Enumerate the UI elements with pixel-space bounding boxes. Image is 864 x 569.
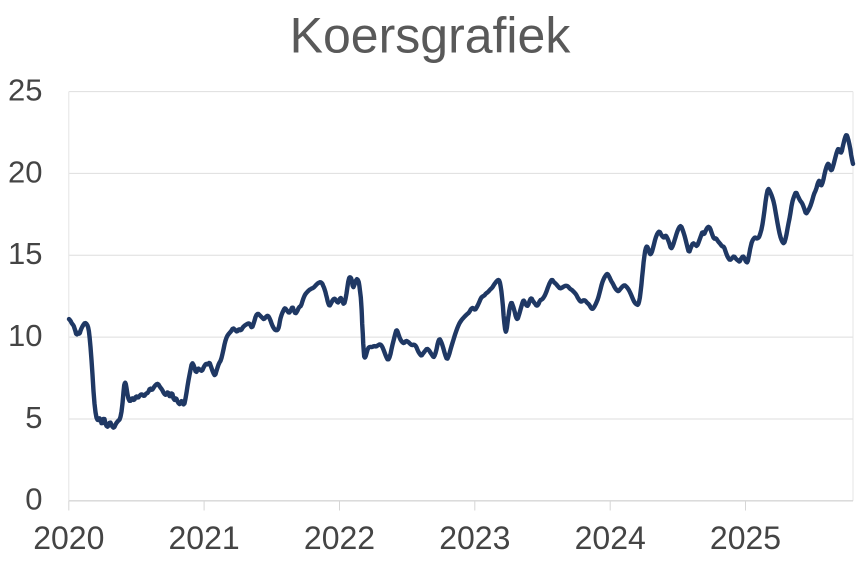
svg-text:Koersgrafiek: Koersgrafiek [290,7,572,63]
svg-text:10: 10 [8,318,42,353]
svg-text:15: 15 [8,236,42,271]
svg-text:2021: 2021 [169,520,240,556]
svg-text:5: 5 [25,400,42,435]
svg-text:2024: 2024 [575,520,646,556]
svg-text:25: 25 [8,73,42,108]
svg-text:0: 0 [25,482,42,517]
svg-text:20: 20 [8,154,42,189]
svg-text:2023: 2023 [439,520,510,556]
svg-text:2022: 2022 [304,520,375,556]
svg-text:2025: 2025 [710,520,781,556]
svg-text:2020: 2020 [33,520,104,556]
